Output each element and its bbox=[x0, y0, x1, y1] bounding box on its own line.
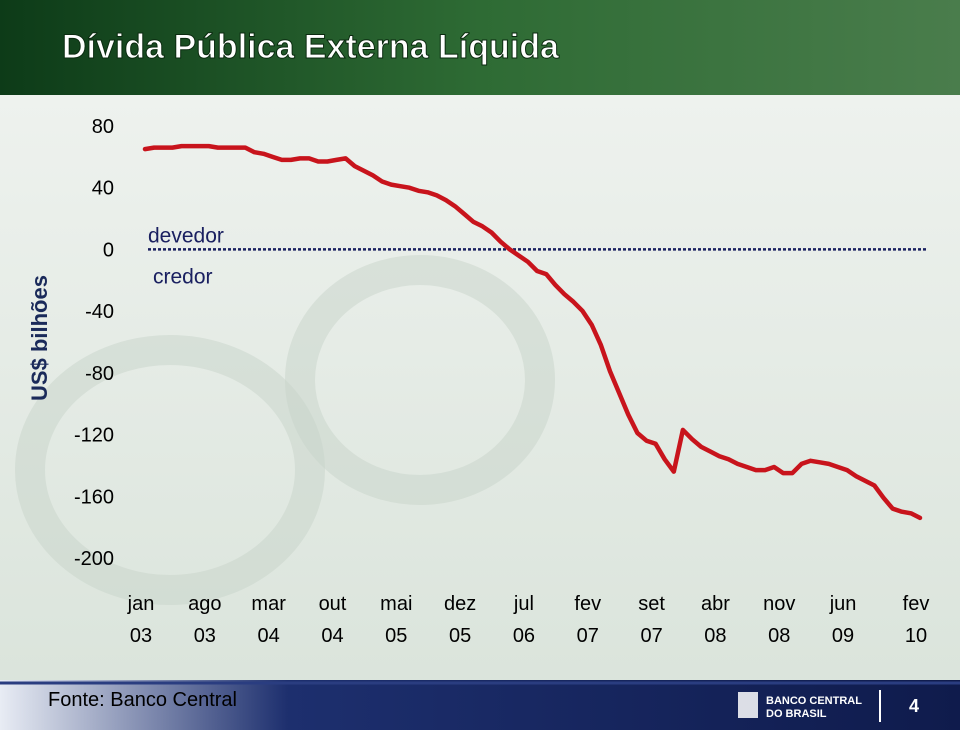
x-tick-label: mar 04 bbox=[251, 593, 286, 647]
y-axis-label: US$ bilhões bbox=[27, 275, 52, 401]
y-tick-label: 40 bbox=[92, 178, 114, 200]
y-tick-label: -40 bbox=[85, 301, 114, 323]
x-tick-label: fev 10 bbox=[903, 593, 930, 647]
y-tick-label: -120 bbox=[74, 425, 114, 447]
data-line bbox=[142, 143, 923, 521]
page-number: 4 bbox=[909, 696, 919, 716]
x-tick-label: dez 05 bbox=[444, 593, 476, 647]
y-tick-label: 0 bbox=[103, 239, 114, 261]
logo-text: BANCO CENTRAL bbox=[766, 695, 862, 707]
watermark bbox=[285, 255, 555, 505]
logo-text: DO BRASIL bbox=[766, 708, 827, 720]
header-band bbox=[0, 0, 960, 95]
y-tick-label: 80 bbox=[92, 116, 114, 138]
x-tick-label: jul 06 bbox=[513, 593, 535, 647]
chart-title: Dívida Pública Externa Líquida bbox=[62, 28, 560, 66]
x-tick-label: abr 08 bbox=[701, 593, 730, 647]
x-tick-label: out 04 bbox=[319, 593, 347, 647]
x-tick-label: fev 07 bbox=[574, 593, 601, 647]
watermark bbox=[15, 335, 325, 605]
logo-icon bbox=[738, 692, 758, 718]
x-tick-label: jun 09 bbox=[829, 593, 857, 647]
footer-band bbox=[0, 680, 960, 730]
source: Fonte: Banco Central bbox=[48, 689, 237, 711]
x-tick-label: jan 03 bbox=[127, 593, 155, 647]
x-tick-label: set 07 bbox=[638, 593, 665, 647]
annotation: devedor bbox=[148, 224, 224, 247]
y-tick-label: -200 bbox=[74, 548, 114, 570]
y-tick-label: -160 bbox=[74, 486, 114, 508]
y-tick-label: -80 bbox=[85, 363, 114, 385]
x-tick-label: nov 08 bbox=[763, 593, 795, 647]
x-tick-label: mai 05 bbox=[380, 593, 412, 647]
annotation: credor bbox=[153, 265, 213, 288]
x-tick-label: ago 03 bbox=[188, 593, 221, 647]
